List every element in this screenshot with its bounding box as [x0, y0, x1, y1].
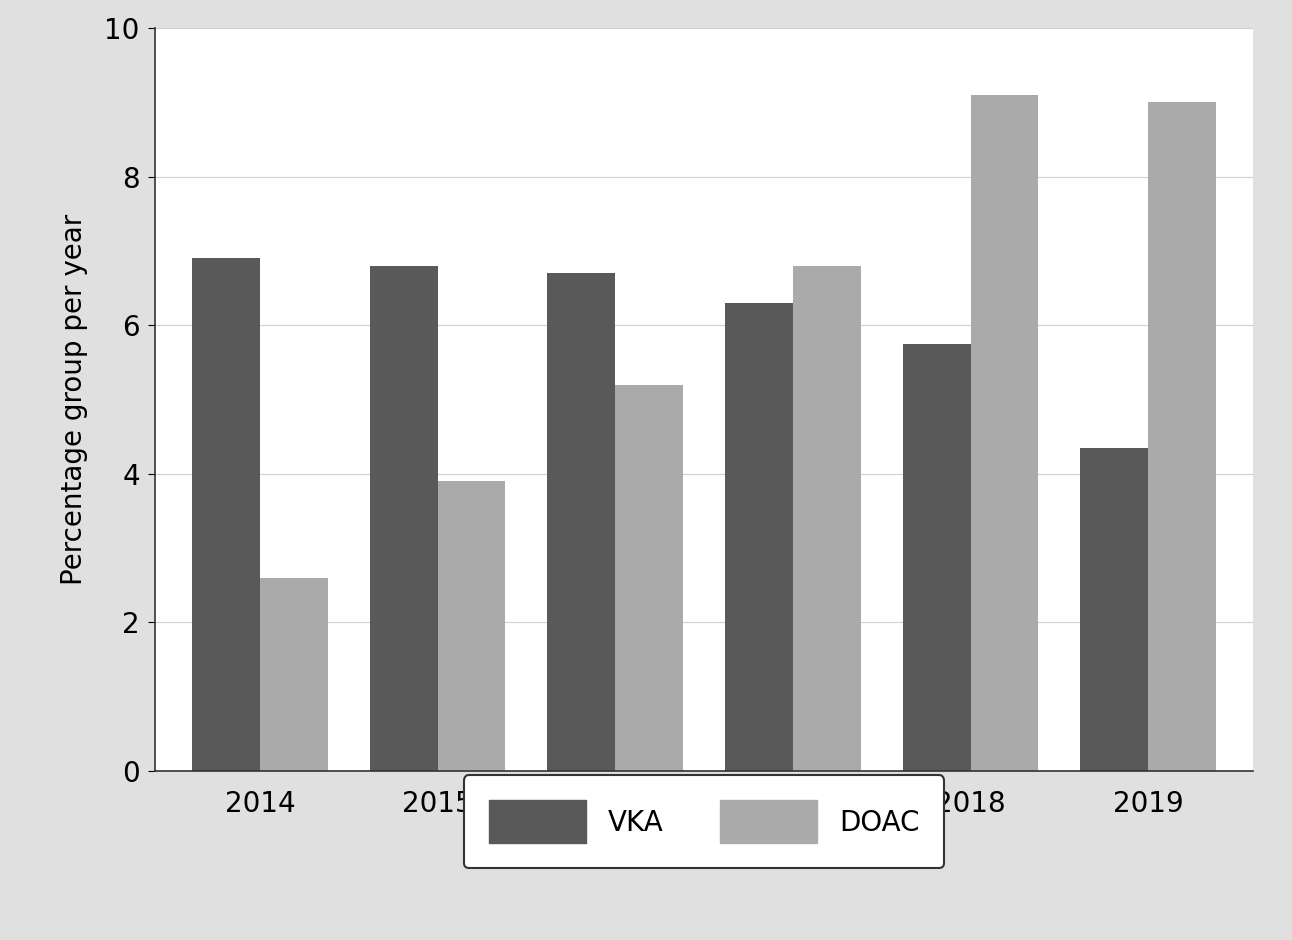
Bar — [438, 481, 505, 771]
Y-axis label: Percentage group per year: Percentage group per year — [59, 214, 88, 585]
Bar — [615, 384, 683, 771]
Bar — [260, 578, 328, 771]
Bar — [193, 258, 260, 771]
Bar — [725, 303, 793, 771]
Bar — [1149, 102, 1216, 771]
Bar — [793, 266, 860, 771]
Bar — [970, 95, 1039, 771]
Bar — [903, 344, 970, 771]
Legend: VKA, DOAC: VKA, DOAC — [464, 776, 944, 869]
Bar — [1080, 447, 1149, 771]
Bar — [548, 274, 615, 771]
Bar — [370, 266, 438, 771]
